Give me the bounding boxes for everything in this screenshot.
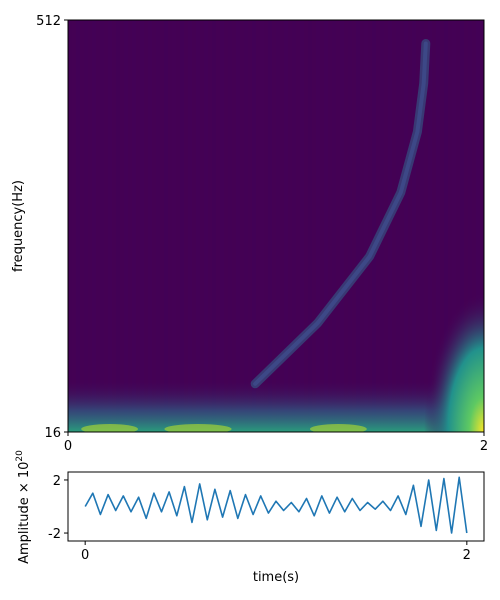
spectrogram-texture-column	[412, 20, 416, 432]
spectrogram-texture-column	[436, 20, 440, 432]
spectrogram-texture-column	[260, 20, 264, 432]
waveform-panel: 0 2 2 -2 time(s) Amplitude × 1020	[15, 450, 485, 585]
low-frequency-hotspot	[310, 424, 367, 432]
spectrogram-texture-column	[284, 20, 288, 432]
spectrogram-texture-column	[244, 20, 248, 432]
spectrogram-texture-column	[148, 20, 152, 432]
waveform-ytick-label: -2	[48, 527, 61, 542]
spectrogram-texture-column	[300, 20, 304, 432]
spectrogram-texture-column	[100, 20, 104, 432]
spectrogram-features	[68, 20, 484, 432]
spectrogram-texture-column	[452, 20, 456, 432]
spectrogram-texture-column	[316, 20, 320, 432]
waveform-xtick-label: 0	[81, 548, 89, 563]
spectrogram-texture-column	[364, 20, 368, 432]
spectrogram-texture-column	[356, 20, 360, 432]
spectrogram-texture-column	[372, 20, 376, 432]
waveform-ylabel: Amplitude × 1020	[15, 450, 32, 564]
spectrogram-texture-column	[252, 20, 256, 432]
spectrogram-texture-column	[196, 20, 200, 432]
low-frequency-hotspot	[81, 424, 138, 432]
spectrogram-ylabel: frequency(Hz)	[11, 180, 26, 272]
spectrogram-texture-column	[444, 20, 448, 432]
waveform-line	[84, 476, 468, 534]
spectrogram-texture-column	[76, 20, 80, 432]
spectrogram-texture-column	[124, 20, 128, 432]
spectrogram-texture-column	[212, 20, 216, 432]
spectrogram-texture-column	[276, 20, 280, 432]
spectrogram-texture-column	[268, 20, 272, 432]
spectrogram-texture-column	[420, 20, 424, 432]
spectrogram-texture-column	[220, 20, 224, 432]
spectrogram-texture-column	[404, 20, 408, 432]
waveform-plot	[84, 476, 468, 534]
spectrogram-texture-column	[108, 20, 112, 432]
spectrogram-texture-column	[396, 20, 400, 432]
spectrogram-ticks: 0 2 16 512	[36, 14, 488, 454]
spectrogram-texture-column	[164, 20, 168, 432]
spectrogram-texture-column	[468, 20, 472, 432]
spectrogram-texture-column	[348, 20, 352, 432]
spectrogram-texture-column	[332, 20, 336, 432]
spectrogram-texture-column	[116, 20, 120, 432]
spectrogram-xtick-label: 0	[64, 439, 72, 454]
spectrogram-frame	[67, 19, 485, 433]
spectrogram-texture-column	[460, 20, 464, 432]
spectrogram-texture-column	[428, 20, 432, 432]
waveform-ylabel-main: Amplitude × 10	[17, 462, 32, 564]
spectrogram-texture-column	[156, 20, 160, 432]
waveform-background	[68, 472, 484, 541]
chirp-track	[253, 41, 428, 386]
spectrogram-texture-column	[388, 20, 392, 432]
waveform-xtick-label: 2	[463, 548, 471, 563]
spectrogram-texture-column	[132, 20, 136, 432]
waveform-ytick-label: 2	[53, 474, 61, 489]
merger-energy	[424, 292, 484, 432]
waveform-xlabel: time(s)	[253, 570, 299, 585]
spectrogram-texture-column	[236, 20, 240, 432]
waveform-ylabel-exponent: 20	[15, 450, 25, 462]
spectrogram-texture-column	[476, 20, 480, 432]
spectrogram-texture-column	[228, 20, 232, 432]
spectrogram-texture-column	[204, 20, 208, 432]
waveform-frame	[67, 471, 485, 542]
spectrogram-panel: 0 2 16 512 frequency(Hz)	[11, 14, 488, 454]
spectrogram-xtick-label: 2	[480, 439, 488, 454]
spectrogram-texture-column	[324, 20, 328, 432]
low-frequency-hotspot	[164, 424, 232, 432]
spectrogram-ytick-label: 16	[44, 426, 61, 441]
spectrogram-ytick-label: 512	[36, 14, 61, 29]
spectrogram-texture-column	[188, 20, 192, 432]
spectrogram-texture-column	[340, 20, 344, 432]
spectrogram-texture-column	[292, 20, 296, 432]
waveform-ticks: 0 2 2 -2	[48, 474, 471, 563]
spectrogram-texture-column	[92, 20, 96, 432]
spectrogram-texture-column	[68, 20, 72, 432]
spectrogram-texture-column	[84, 20, 88, 432]
spectrogram-texture-column	[308, 20, 312, 432]
spectrogram-texture-column	[180, 20, 184, 432]
spectrogram-texture-column	[172, 20, 176, 432]
spectrogram-texture-column	[140, 20, 144, 432]
low-frequency-band	[68, 377, 484, 432]
